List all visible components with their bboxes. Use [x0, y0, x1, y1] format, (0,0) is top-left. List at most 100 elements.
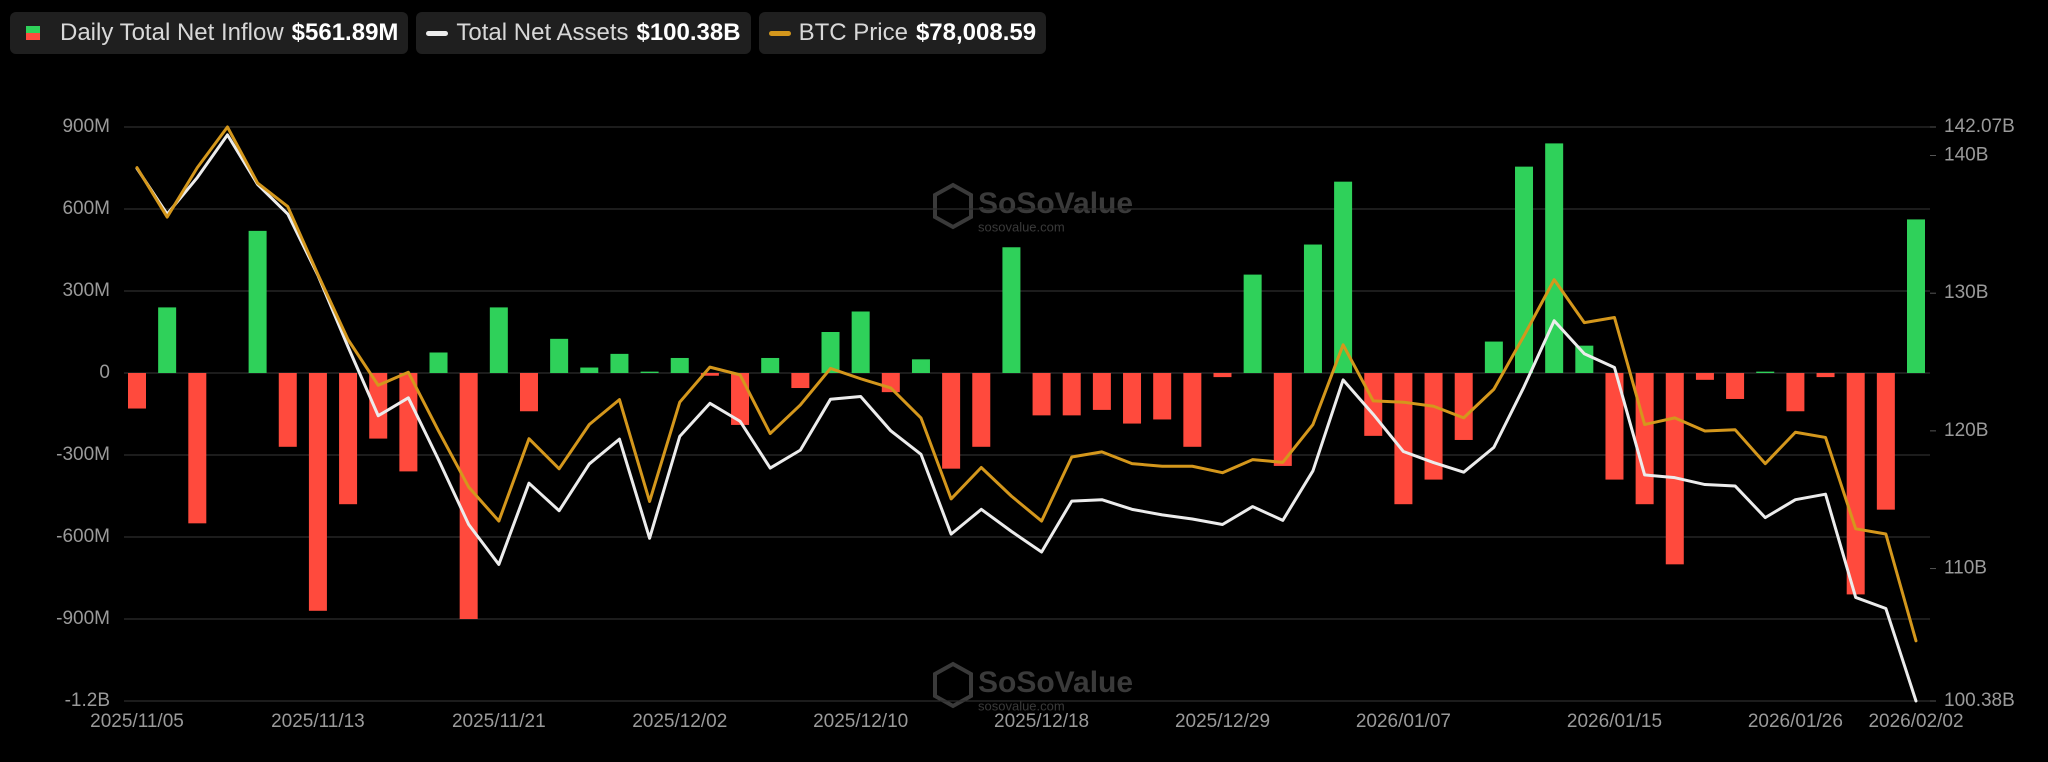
bar — [1484, 341, 1503, 373]
bar — [1545, 143, 1564, 373]
x-tick-label: 2025/11/05 — [90, 711, 184, 732]
bar — [128, 373, 146, 409]
legend-icon-positive — [26, 26, 40, 33]
x-tick-label: 2026/01/15 — [1567, 711, 1662, 732]
bar — [278, 373, 297, 447]
bar — [429, 352, 448, 373]
y-tick-label: 600M — [62, 198, 110, 219]
watermark-icon — [933, 661, 973, 709]
bar — [158, 307, 177, 373]
line — [135, 133, 1918, 703]
bar — [1515, 166, 1534, 373]
x-tick-label: 2025/11/13 — [271, 711, 365, 732]
y-tick-label: 0 — [99, 362, 110, 383]
bar — [519, 373, 538, 412]
bar — [459, 373, 478, 619]
x-tick-label: 2025/12/18 — [994, 711, 1089, 732]
bar — [308, 373, 327, 611]
bar — [972, 373, 991, 447]
bar — [791, 373, 810, 389]
bar — [1695, 373, 1714, 380]
legend-name: Total Net Assets — [456, 19, 629, 46]
y2-tick-label: 110B — [1944, 558, 1987, 579]
watermark: SoSoValue — [978, 187, 1133, 220]
watermark: SoSoValue — [978, 666, 1133, 699]
bar — [188, 373, 207, 524]
y2-tick-label: 130B — [1944, 282, 1988, 303]
y2-tick-label: 142.07B — [1944, 116, 2015, 137]
bar — [1726, 373, 1745, 399]
bar — [1816, 373, 1835, 378]
legend-icon — [426, 30, 449, 36]
y-tick-label: -300M — [56, 444, 110, 465]
legend-item: Daily Total Net Inflow $561.89M — [10, 12, 409, 54]
legend-name: BTC Price — [798, 19, 908, 46]
bar — [550, 338, 569, 373]
bar — [640, 371, 659, 373]
legend-value: $561.89M — [291, 19, 399, 46]
x-tick-label: 2026/02/02 — [1868, 711, 1963, 732]
legend-icon-negative — [26, 33, 40, 40]
bar — [1032, 373, 1051, 416]
y-tick-label: -900M — [56, 608, 110, 629]
x-tick-label: 2025/12/29 — [1175, 711, 1270, 732]
legend: Daily Total Net Inflow $561.89M Total Net … — [10, 12, 1047, 54]
bar — [489, 307, 508, 373]
bar — [1273, 373, 1292, 466]
y-tick-label: -600M — [56, 526, 110, 547]
watermark-group: SoSoValue sosovalue.com SoSoValue sosova… — [933, 182, 1133, 713]
legend-value: $78,008.59 — [915, 19, 1037, 46]
bar — [821, 332, 840, 373]
x-tick-label: 2026/01/07 — [1356, 711, 1451, 732]
watermark-url: sosovalue.com — [978, 219, 1065, 234]
legend-name: Daily Total Net Inflow — [60, 19, 284, 46]
bar — [1575, 345, 1594, 373]
bar — [1243, 274, 1262, 373]
legend-item: BTC Price $78,008.59 — [758, 12, 1047, 54]
bar — [700, 373, 719, 376]
x-tick-label: 2025/12/10 — [813, 711, 908, 732]
bar — [1756, 371, 1775, 373]
bar — [1635, 373, 1654, 505]
bar — [761, 357, 780, 373]
bar — [1394, 373, 1413, 505]
y2-tick-label: 140B — [1944, 145, 1988, 166]
bar — [1183, 373, 1202, 447]
bar — [1454, 373, 1473, 440]
watermark-icon — [933, 182, 973, 230]
bar — [1846, 373, 1865, 595]
bar — [1062, 373, 1081, 416]
bar — [670, 357, 689, 373]
bar — [1334, 181, 1353, 373]
bar — [399, 373, 418, 472]
bar — [339, 373, 358, 505]
bar — [248, 230, 267, 373]
bar — [1786, 373, 1805, 412]
x-tick-label: 2025/11/21 — [452, 711, 546, 732]
bar — [911, 359, 930, 373]
legend-value: $100.38B — [636, 19, 741, 46]
bar — [1002, 247, 1021, 373]
y-tick-label: -1.2B — [65, 690, 110, 711]
y2-tick-label: 120B — [1944, 420, 1988, 441]
line — [135, 125, 1918, 643]
legend-icon — [768, 30, 791, 36]
bar — [851, 311, 870, 373]
bar — [1424, 373, 1443, 480]
legend-icon — [26, 26, 40, 40]
y-tick-label: 900M — [62, 116, 110, 137]
bar — [1213, 373, 1232, 378]
bar — [610, 353, 629, 373]
bar — [1364, 373, 1383, 436]
bar — [1303, 244, 1322, 373]
bar — [1907, 219, 1925, 373]
bar — [1665, 373, 1684, 565]
x-tick-label: 2026/01/26 — [1748, 711, 1843, 732]
bar — [1605, 373, 1624, 480]
bar — [942, 373, 961, 469]
bar — [1876, 373, 1895, 510]
bar — [580, 367, 599, 373]
bar — [1123, 373, 1142, 424]
bar — [1153, 373, 1172, 420]
